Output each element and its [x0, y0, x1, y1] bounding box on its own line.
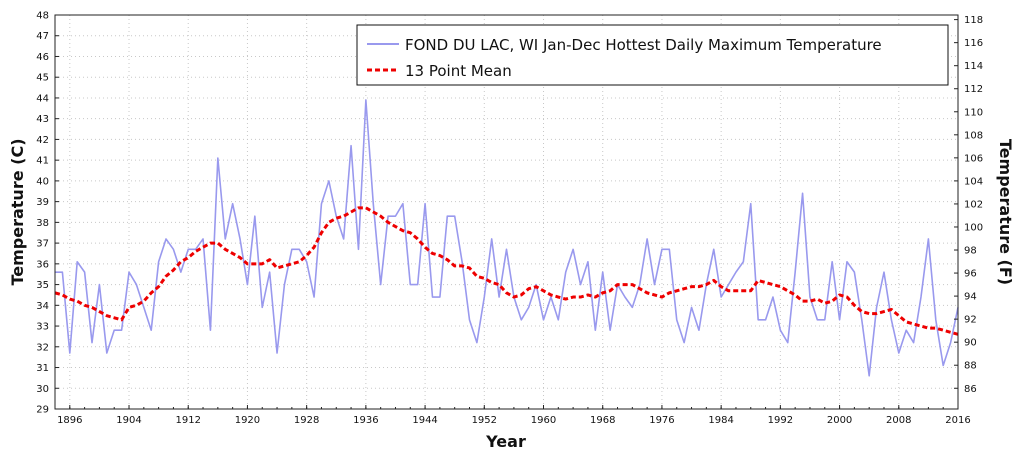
left-tick-label: 31: [36, 363, 49, 374]
right-tick-label: 90: [964, 338, 977, 349]
legend-label-temperature: FOND DU LAC, WI Jan-Dec Hottest Daily Ma…: [405, 36, 882, 54]
right-tick-label: 100: [964, 222, 983, 233]
x-tick-label: 1944: [412, 415, 437, 426]
right-tick-label: 86: [964, 384, 977, 395]
x-axis-title: Year: [485, 432, 526, 451]
series-layer: [54, 99, 959, 377]
left-tick-label: 35: [36, 280, 49, 291]
x-tick-label: 1968: [590, 415, 615, 426]
x-tick-label: 1920: [235, 415, 260, 426]
series-line-13-point-mean: [54, 206, 959, 336]
x-tick-label: 1896: [57, 415, 82, 426]
x-tick-label: 2008: [886, 415, 911, 426]
x-tick-label: 1912: [176, 415, 201, 426]
right-tick-label: 96: [964, 269, 977, 280]
legend: FOND DU LAC, WI Jan-Dec Hottest Daily Ma…: [356, 24, 949, 86]
left-y-axis: 29 30 31 32 33 34 35 36 37 38 39 40 41 42 43 44 45 46 47 48: [36, 11, 59, 416]
x-tick-label: 1952: [472, 415, 497, 426]
right-tick-label: 112: [964, 84, 983, 95]
x-tick-label: 1984: [708, 415, 733, 426]
legend-label-mean: 13 Point Mean: [405, 62, 512, 80]
left-tick-label: 41: [36, 156, 49, 167]
left-tick-label: 39: [36, 197, 49, 208]
plot-frame: [54, 14, 959, 410]
series-line-hottest-daily-max: [55, 99, 959, 377]
left-tick-label: 43: [36, 114, 49, 125]
x-tick-label: 1976: [649, 415, 674, 426]
x-tick-label: 2000: [827, 415, 852, 426]
left-tick-label: 46: [36, 52, 49, 63]
right-y-axis: 86 88 90 92 94 96 98 100 102 104 106 108 110 112 114 11…: [954, 15, 983, 395]
left-y-axis-title: Temperature (C): [8, 138, 27, 285]
legend-box: [356, 24, 949, 86]
right-tick-label: 94: [964, 292, 977, 303]
x-tick-label: 1928: [294, 415, 319, 426]
right-tick-label: 104: [964, 176, 983, 187]
right-tick-label: 106: [964, 153, 983, 164]
right-y-axis-title: Temperature (F): [996, 139, 1015, 285]
left-tick-label: 48: [36, 11, 49, 22]
x-tick-label: 2016: [945, 415, 970, 426]
left-tick-label: 38: [36, 218, 49, 229]
right-tick-label: 98: [964, 246, 977, 257]
left-tick-label: 47: [36, 31, 49, 42]
right-tick-label: 110: [964, 107, 983, 118]
right-tick-label: 118: [964, 15, 983, 26]
left-tick-label: 30: [36, 384, 49, 395]
x-tick-label: 1992: [768, 415, 793, 426]
right-tick-label: 88: [964, 361, 977, 372]
left-tick-label: 44: [36, 93, 49, 104]
left-tick-label: 40: [36, 176, 49, 187]
left-tick-label: 42: [36, 135, 49, 146]
left-tick-label: 32: [36, 342, 49, 353]
left-tick-label: 34: [36, 301, 49, 312]
left-tick-label: 37: [36, 239, 49, 250]
left-tick-label: 33: [36, 322, 49, 333]
left-tick-label: 29: [36, 405, 49, 416]
right-tick-label: 114: [964, 61, 983, 72]
right-tick-label: 92: [964, 315, 977, 326]
left-tick-label: 36: [36, 259, 49, 270]
right-tick-label: 108: [964, 130, 983, 141]
left-tick-label: 45: [36, 73, 49, 84]
right-tick-label: 116: [964, 38, 983, 49]
x-tick-label: 1936: [353, 415, 378, 426]
x-axis: 1896 1904 1912 1920 1928 1936 1944 1952 1960 1968…: [54, 405, 971, 426]
x-tick-label: 1960: [531, 415, 556, 426]
right-tick-label: 102: [964, 199, 983, 210]
x-tick-label: 1904: [116, 415, 141, 426]
